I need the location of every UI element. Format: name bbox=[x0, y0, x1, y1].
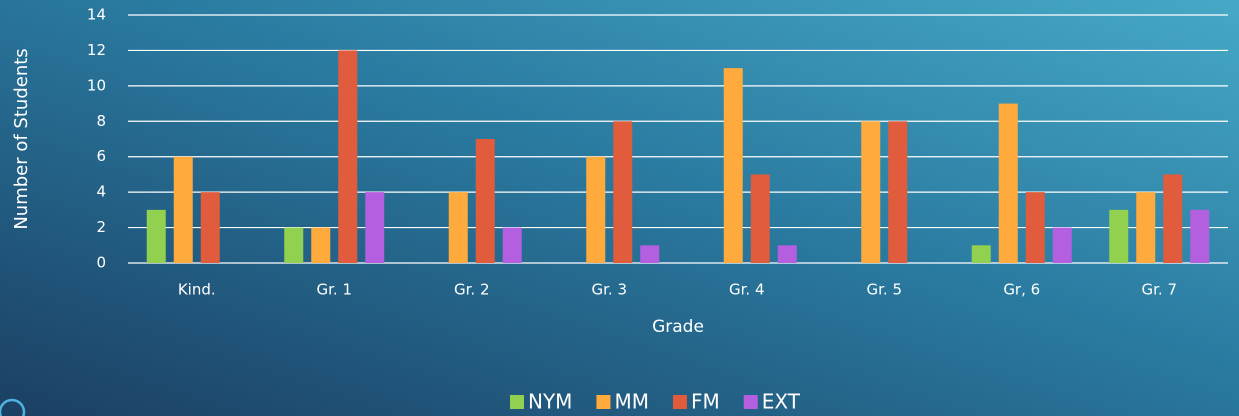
legend-swatch bbox=[510, 395, 524, 409]
y-tick-label: 8 bbox=[96, 112, 106, 130]
y-tick-label: 6 bbox=[96, 147, 106, 165]
bar bbox=[1025, 192, 1045, 263]
bar bbox=[613, 121, 633, 264]
x-tick-label: Gr. 4 bbox=[729, 281, 765, 299]
legend-label: FM bbox=[691, 390, 720, 414]
bar bbox=[200, 192, 220, 263]
bar bbox=[998, 103, 1018, 263]
bar bbox=[640, 245, 660, 263]
bar bbox=[338, 50, 358, 263]
legend-label: MM bbox=[614, 390, 649, 414]
bar bbox=[861, 121, 881, 264]
bar bbox=[311, 227, 331, 263]
bar bbox=[146, 209, 166, 263]
decoration bbox=[0, 398, 26, 416]
x-tick-label: Gr. 7 bbox=[1142, 281, 1178, 299]
bar bbox=[284, 227, 304, 263]
x-tick-label: Gr. 2 bbox=[454, 281, 490, 299]
bar bbox=[1109, 209, 1129, 263]
bar bbox=[777, 245, 797, 263]
bar bbox=[1052, 227, 1072, 263]
y-tick-label: 0 bbox=[96, 254, 106, 272]
x-tick-label: Gr, 6 bbox=[1003, 281, 1040, 299]
legend-label: EXT bbox=[762, 390, 801, 414]
bar bbox=[448, 192, 468, 263]
legend-swatch bbox=[596, 395, 611, 409]
bar bbox=[723, 68, 743, 264]
x-tick-label: Gr. 3 bbox=[592, 281, 628, 299]
x-tick-label: Gr. 1 bbox=[317, 281, 353, 299]
y-tick-label: 12 bbox=[87, 41, 106, 59]
x-axis-label: Grade bbox=[652, 317, 704, 337]
y-axis-label: Number of Students bbox=[11, 48, 32, 229]
legend-swatch bbox=[672, 395, 687, 409]
bar bbox=[1136, 192, 1156, 263]
legend-label: NYM bbox=[528, 390, 572, 414]
legend-swatch bbox=[743, 395, 758, 409]
bar bbox=[1163, 174, 1183, 263]
y-tick-label: 14 bbox=[87, 6, 106, 24]
y-tick-label: 4 bbox=[96, 183, 106, 201]
x-tick-label: Kind. bbox=[178, 281, 216, 299]
bar bbox=[475, 139, 495, 263]
x-tick-label: Gr. 5 bbox=[867, 281, 903, 299]
bar bbox=[1190, 209, 1210, 263]
bar bbox=[750, 174, 770, 263]
y-tick-label: 10 bbox=[87, 76, 106, 94]
bar bbox=[586, 156, 606, 263]
bar bbox=[971, 245, 991, 263]
bar bbox=[173, 156, 193, 263]
bar bbox=[888, 121, 908, 264]
bar bbox=[365, 192, 385, 263]
y-tick-label: 2 bbox=[96, 218, 106, 236]
bar bbox=[502, 227, 522, 263]
